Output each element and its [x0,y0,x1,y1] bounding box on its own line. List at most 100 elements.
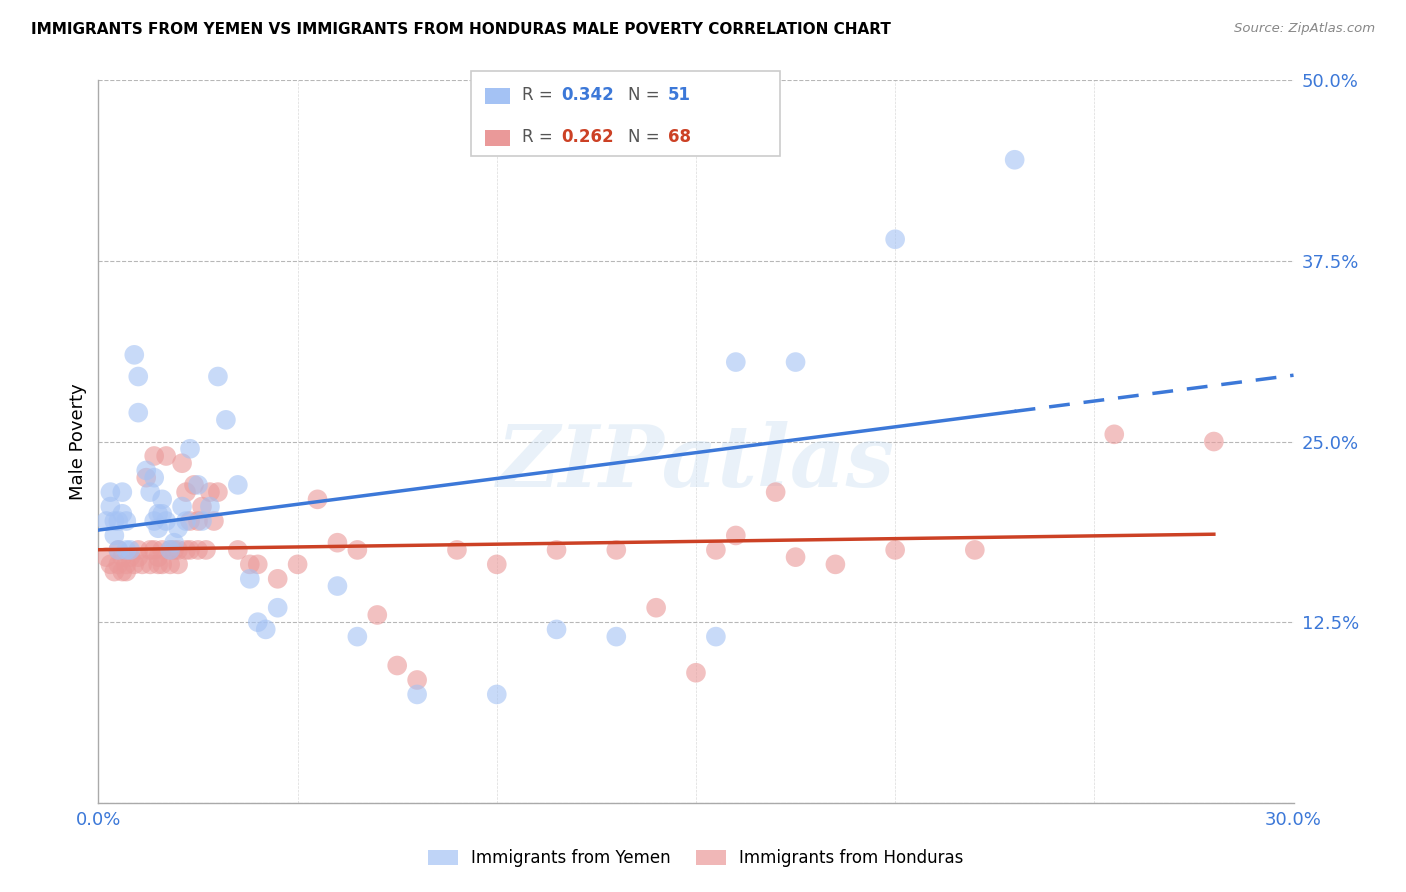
Immigrants from Honduras [704,542,727,557]
Immigrants from Honduras [96,550,118,565]
Immigrants from Yemen [96,514,118,528]
Immigrants from Yemen [120,542,142,557]
Immigrants from Yemen [346,630,368,644]
Immigrants from Honduras [1202,434,1225,449]
Text: Source: ZipAtlas.com: Source: ZipAtlas.com [1234,22,1375,36]
Immigrants from Yemen [167,521,190,535]
Immigrants from Yemen [111,485,134,500]
Immigrants from Yemen [226,478,249,492]
Immigrants from Honduras [139,542,162,557]
Immigrants from Honduras [135,470,157,484]
Immigrants from Yemen [111,507,134,521]
Immigrants from Honduras [724,528,747,542]
Immigrants from Honduras [605,542,627,557]
Immigrants from Honduras [174,485,197,500]
Immigrants from Honduras [246,558,269,572]
Immigrants from Yemen [127,406,149,420]
Immigrants from Honduras [226,542,249,557]
Immigrants from Yemen [884,232,907,246]
Immigrants from Honduras [172,456,194,470]
Immigrants from Honduras [150,542,173,557]
Immigrants from Honduras [139,558,162,572]
Immigrants from Yemen [115,514,138,528]
Immigrants from Yemen [115,542,138,557]
Immigrants from Yemen [179,442,201,456]
Immigrants from Yemen [127,369,149,384]
Immigrants from Honduras [127,542,149,557]
Immigrants from Honduras [824,558,846,572]
Immigrants from Yemen [172,500,194,514]
Immigrants from Honduras [346,542,368,557]
Immigrants from Honduras [187,542,209,557]
Immigrants from Yemen [174,514,197,528]
Immigrants from Honduras [131,558,153,572]
Immigrants from Honduras [115,565,138,579]
Immigrants from Yemen [198,500,221,514]
Immigrants from Honduras [111,550,134,565]
Immigrants from Yemen [150,492,173,507]
Text: 0.262: 0.262 [561,128,613,146]
Immigrants from Honduras [179,542,201,557]
Immigrants from Honduras [120,550,142,565]
Immigrants from Honduras [546,542,568,557]
Immigrants from Yemen [135,463,157,477]
Immigrants from Yemen [139,485,162,500]
Immigrants from Honduras [267,572,290,586]
Immigrants from Honduras [124,558,146,572]
Immigrants from Yemen [1004,153,1026,167]
Immigrants from Honduras [385,658,409,673]
Immigrants from Yemen [546,623,568,637]
Immigrants from Honduras [287,558,309,572]
Immigrants from Yemen [143,470,166,484]
Immigrants from Honduras [884,542,907,557]
Immigrants from Yemen [150,507,173,521]
Text: R =: R = [522,128,558,146]
Text: N =: N = [628,128,665,146]
Immigrants from Honduras [159,558,181,572]
Immigrants from Honduras [446,542,468,557]
Immigrants from Yemen [98,485,122,500]
Immigrants from Honduras [167,542,190,557]
Immigrants from Honduras [187,514,209,528]
Immigrants from Yemen [267,600,290,615]
Text: R =: R = [522,87,558,104]
Immigrants from Honduras [765,485,787,500]
Immigrants from Yemen [107,542,129,557]
Immigrants from Honduras [174,542,197,557]
Immigrants from Yemen [785,355,807,369]
Immigrants from Honduras [485,558,508,572]
Y-axis label: Male Poverty: Male Poverty [69,384,87,500]
Immigrants from Honduras [179,514,201,528]
Immigrants from Honduras [167,558,190,572]
Immigrants from Yemen [724,355,747,369]
Immigrants from Honduras [107,542,129,557]
Immigrants from Honduras [155,449,177,463]
Immigrants from Yemen [187,478,209,492]
Immigrants from Honduras [111,565,134,579]
Immigrants from Honduras [98,558,122,572]
Immigrants from Yemen [103,528,125,542]
Immigrants from Yemen [155,514,177,528]
Text: N =: N = [628,87,665,104]
Immigrants from Honduras [239,558,262,572]
Immigrants from Yemen [239,572,262,586]
Immigrants from Honduras [198,485,221,500]
Immigrants from Yemen [485,687,508,701]
Immigrants from Yemen [207,369,229,384]
Immigrants from Honduras [115,558,138,572]
Immigrants from Honduras [207,485,229,500]
Immigrants from Yemen [143,514,166,528]
Immigrants from Yemen [246,615,269,630]
Immigrants from Honduras [103,565,125,579]
Immigrants from Honduras [191,500,214,514]
Immigrants from Honduras [183,478,205,492]
Immigrants from Honduras [163,542,186,557]
Text: 68: 68 [668,128,690,146]
Immigrants from Yemen [98,500,122,514]
Immigrants from Yemen [107,514,129,528]
Immigrants from Yemen [191,514,214,528]
Immigrants from Honduras [406,673,429,687]
Immigrants from Yemen [163,535,186,549]
Text: ZIPatlas: ZIPatlas [496,421,896,505]
Immigrants from Honduras [963,542,986,557]
